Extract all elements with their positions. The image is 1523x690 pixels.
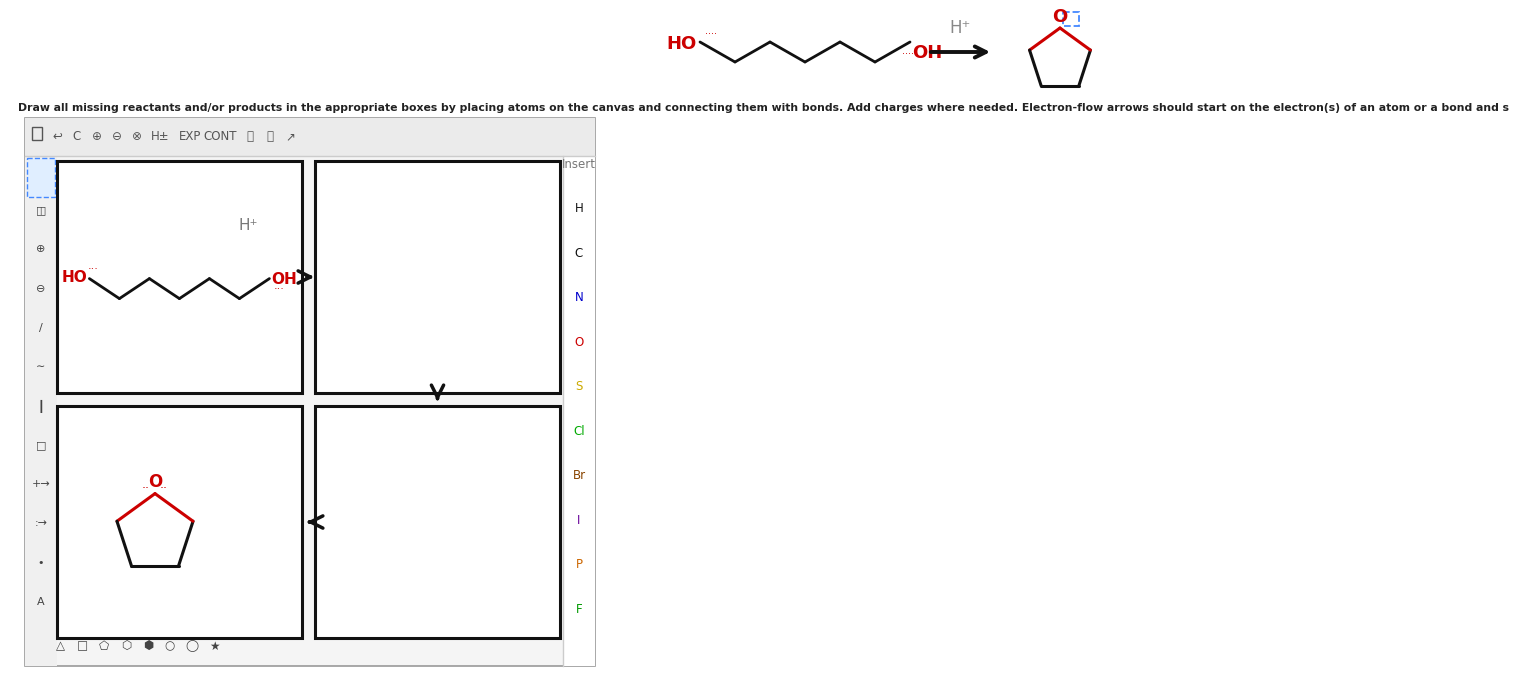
Text: +→: +→: [32, 480, 50, 489]
Bar: [56, 406, 302, 638]
Text: ○: ○: [164, 640, 175, 653]
Text: ⊕: ⊕: [37, 244, 46, 255]
Text: S: S: [576, 380, 583, 393]
Bar: [24, 118, 595, 666]
Text: Draw all missing reactants and/or products in the appropriate boxes by placing a: Draw all missing reactants and/or produc…: [18, 103, 1509, 113]
Text: ▤: ▤: [35, 166, 46, 176]
Text: H⁺: H⁺: [949, 19, 970, 37]
Text: ↩: ↩: [52, 130, 62, 144]
Text: ⓘ: ⓘ: [247, 130, 253, 144]
Text: Br: Br: [573, 469, 585, 482]
Text: ⊖: ⊖: [113, 130, 122, 144]
Bar: [24, 156, 56, 666]
Bar: [564, 156, 595, 666]
Text: O: O: [1052, 8, 1068, 26]
Text: EXP: EXP: [178, 130, 201, 144]
Text: HO: HO: [61, 270, 87, 285]
Bar: [315, 406, 560, 638]
Text: ∼: ∼: [37, 362, 46, 372]
Text: P: P: [576, 558, 582, 571]
Text: ⬡: ⬡: [120, 640, 131, 653]
Bar: [56, 161, 302, 393]
Text: H±: H±: [151, 130, 169, 144]
Text: ···: ···: [274, 284, 285, 294]
Text: ⊗: ⊗: [133, 130, 142, 144]
Text: N: N: [574, 291, 583, 304]
Text: F: F: [576, 603, 582, 616]
Text: I: I: [577, 514, 580, 527]
Text: Cl: Cl: [573, 425, 585, 437]
Text: /: /: [40, 323, 43, 333]
Text: ⊕: ⊕: [91, 130, 102, 144]
Text: ···: ···: [88, 264, 99, 274]
Text: OH: OH: [271, 272, 297, 287]
Text: O: O: [574, 335, 583, 348]
Text: ····: ····: [705, 29, 717, 39]
Bar: [1063, 12, 1078, 26]
Text: Insert: Insert: [562, 157, 595, 170]
Text: C: C: [73, 130, 81, 144]
Text: A: A: [37, 597, 44, 607]
Text: •: •: [38, 558, 44, 568]
Text: C: C: [574, 246, 583, 259]
Bar: [315, 161, 560, 393]
Text: OH: OH: [912, 44, 943, 62]
Text: :→: :→: [35, 518, 47, 529]
Text: △: △: [55, 640, 64, 653]
Text: ⊖: ⊖: [37, 284, 46, 293]
Text: ··: ··: [160, 482, 168, 495]
Text: □: □: [76, 640, 87, 653]
Text: HO: HO: [667, 35, 698, 53]
Text: ··: ··: [142, 482, 149, 495]
Text: □: □: [35, 440, 46, 450]
Text: ⬠: ⬠: [99, 640, 110, 653]
Bar: [32, 127, 43, 140]
Text: ····: ····: [902, 49, 914, 59]
Text: ┃: ┃: [38, 400, 44, 413]
Text: H: H: [574, 202, 583, 215]
Text: O: O: [148, 473, 161, 491]
Text: ◯: ◯: [186, 640, 198, 653]
Bar: [27, 158, 55, 197]
Text: H⁺: H⁺: [239, 219, 257, 233]
Text: ★: ★: [209, 640, 219, 653]
Text: ⬢: ⬢: [143, 640, 154, 653]
Text: ❓: ❓: [267, 130, 274, 144]
Bar: [24, 118, 595, 156]
Text: ↗: ↗: [285, 130, 295, 144]
Text: ◫: ◫: [35, 205, 46, 215]
Text: CONT: CONT: [203, 130, 236, 144]
